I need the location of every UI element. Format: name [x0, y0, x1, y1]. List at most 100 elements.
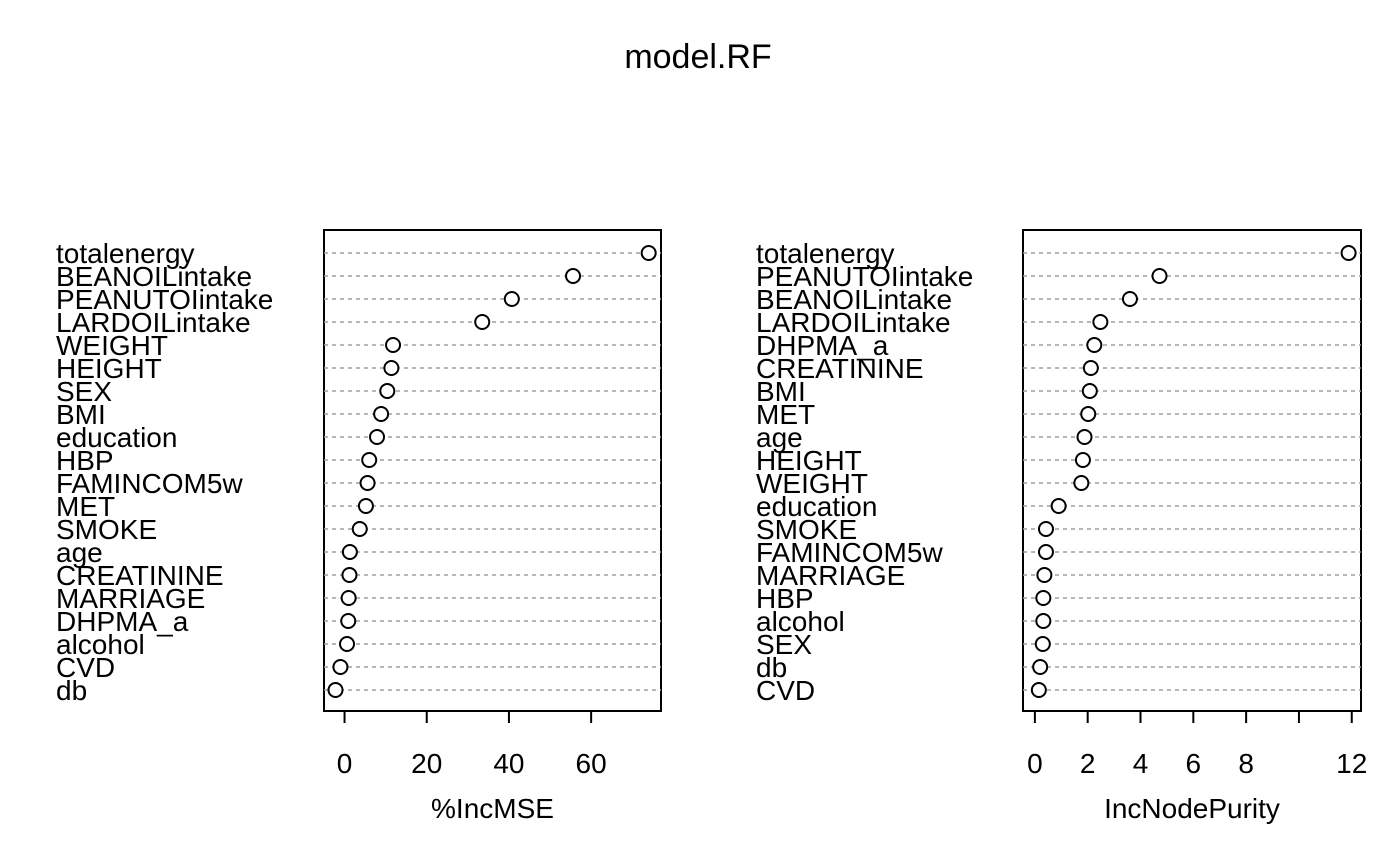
importance-point: [1034, 636, 1051, 652]
variable-label: FAMINCOM5w: [756, 537, 943, 568]
importance-point: [327, 682, 344, 698]
variable-label: DHPMA_a: [56, 606, 189, 637]
variable-label: CVD: [56, 652, 115, 683]
importance-point: [1076, 429, 1093, 445]
variable-label: db: [756, 652, 787, 683]
x-tick-label: 2: [1080, 748, 1096, 779]
plot-frame-incnodepurity: [1022, 229, 1362, 712]
variable-label: SEX: [56, 376, 112, 407]
variable-label: totalenergy: [756, 238, 895, 269]
variable-label: age: [756, 422, 803, 453]
variable-label: LARDOILintake: [56, 307, 251, 338]
importance-point: [340, 590, 357, 606]
x-tick-label: 40: [493, 748, 524, 779]
importance-point: [474, 314, 491, 330]
x-tick-label: 60: [576, 748, 607, 779]
x-tick-label: 0: [1027, 748, 1043, 779]
importance-point: [1035, 613, 1052, 629]
importance-point: [1037, 521, 1054, 537]
x-axis-label-incnodepurity: IncNodePurity: [1104, 793, 1280, 824]
variable-label: SMOKE: [756, 514, 857, 545]
importance-point: [357, 498, 374, 514]
variable-label: MET: [756, 399, 815, 430]
importance-point: [340, 613, 357, 629]
importance-point: [339, 636, 356, 652]
variable-label: DHPMA_a: [756, 330, 889, 361]
importance-point: [1086, 337, 1103, 353]
importance-point: [1030, 682, 1047, 698]
variable-label: SEX: [756, 629, 812, 660]
importance-point: [369, 429, 386, 445]
importance-point: [1082, 360, 1099, 376]
variable-label: SMOKE: [56, 514, 157, 545]
importance-point: [1092, 314, 1109, 330]
variable-label: CREATININE: [756, 353, 924, 384]
variable-label: BMI: [56, 399, 106, 430]
plot-frame-incmse: [323, 229, 662, 712]
variable-label: HBP: [756, 583, 814, 614]
importance-point: [373, 406, 390, 422]
variable-label: db: [56, 675, 87, 706]
importance-point: [1080, 406, 1097, 422]
variable-label: CVD: [756, 675, 815, 706]
chart-title: model.RF: [624, 38, 771, 76]
importance-point: [359, 475, 376, 491]
x-tick-label: 8: [1238, 748, 1254, 779]
variable-label: PEANUTOIintake: [56, 284, 273, 315]
importance-point: [1032, 659, 1049, 675]
importance-point: [1036, 567, 1053, 583]
importance-point: [1151, 268, 1168, 284]
variable-label: MARRIAGE: [756, 560, 905, 591]
variable-label: alcohol: [756, 606, 845, 637]
importance-point: [351, 521, 368, 537]
variable-label: alcohol: [56, 629, 145, 660]
variable-label: education: [56, 422, 177, 453]
importance-point: [379, 383, 396, 399]
variable-label: HEIGHT: [756, 445, 862, 476]
rows-incnodepurity: totalenergyPEANUTOIintakeBEANOILintakeLA…: [756, 238, 1361, 706]
importance-point: [1050, 498, 1067, 514]
x-tick-label: 0: [337, 748, 353, 779]
importance-point: [341, 544, 358, 560]
variable-label: FAMINCOM5w: [56, 468, 243, 499]
importance-point: [1121, 291, 1138, 307]
x-tick-label: 20: [411, 748, 442, 779]
importance-point: [1037, 544, 1054, 560]
x-tick-label: 4: [1133, 748, 1149, 779]
variable-label: MARRIAGE: [56, 583, 205, 614]
importance-point: [341, 567, 358, 583]
panel-incmse: totalenergyBEANOILintakePEANUTOIintakeLA…: [56, 229, 662, 824]
importance-point: [640, 245, 657, 261]
x-tick-label: 12: [1336, 748, 1367, 779]
importance-point: [1035, 590, 1052, 606]
importance-point: [1074, 452, 1091, 468]
importance-point: [1340, 245, 1357, 261]
x-axis-incnodepurity: 0 2 4 6 8 12: [1027, 711, 1367, 779]
importance-point: [361, 452, 378, 468]
importance-point: [385, 337, 402, 353]
importance-point: [1073, 475, 1090, 491]
x-axis-incmse: 0 20 40 60: [337, 711, 607, 779]
variable-label: BEANOILintake: [56, 261, 252, 292]
importance-point: [383, 360, 400, 376]
variable-label: age: [56, 537, 103, 568]
panel-incnodepurity: totalenergyPEANUTOIintakeBEANOILintakeLA…: [756, 229, 1367, 824]
variable-label: education: [756, 491, 877, 522]
variable-label: CREATININE: [56, 560, 224, 591]
x-tick-label: 6: [1186, 748, 1202, 779]
variable-label: HBP: [56, 445, 114, 476]
variable-label: totalenergy: [56, 238, 195, 269]
rows-incmse: totalenergyBEANOILintakePEANUTOIintakeLA…: [56, 238, 661, 706]
x-axis-label-incmse: %IncMSE: [431, 793, 554, 824]
variable-label: WEIGHT: [56, 330, 168, 361]
variable-label: BEANOILintake: [756, 284, 952, 315]
importance-point: [332, 659, 349, 675]
variable-label: HEIGHT: [56, 353, 162, 384]
variable-label: WEIGHT: [756, 468, 868, 499]
variable-label: BMI: [756, 376, 806, 407]
importance-point: [503, 291, 520, 307]
importance-point: [565, 268, 582, 284]
variable-label: MET: [56, 491, 115, 522]
variable-label: LARDOILintake: [756, 307, 951, 338]
